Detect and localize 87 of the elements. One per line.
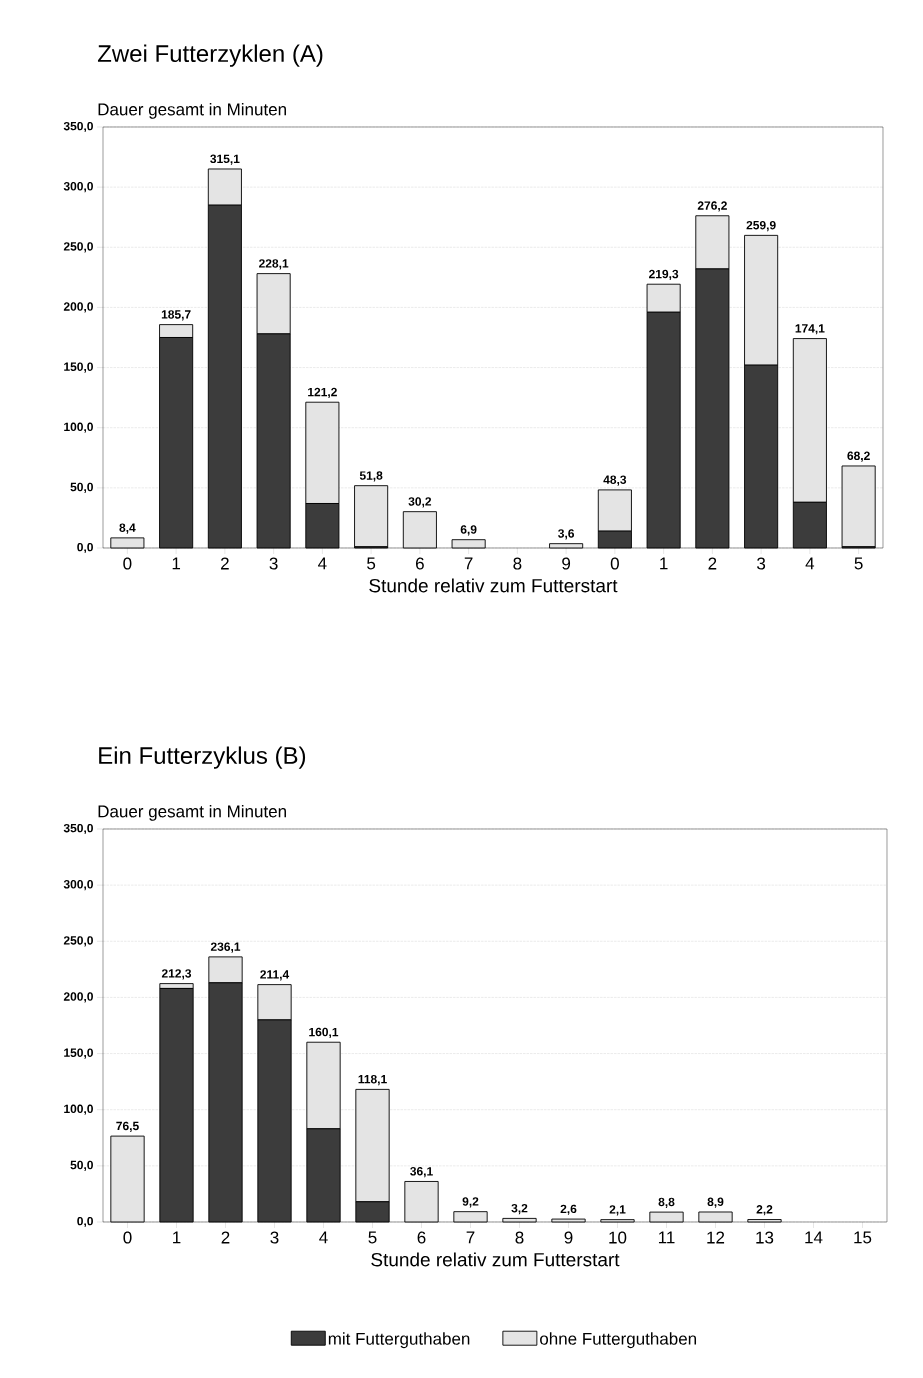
total-label: 276,2 [697, 201, 727, 212]
x-tick-label: 10 [609, 1231, 627, 1244]
x-tick-label: 1 [660, 557, 668, 570]
total-label: 236,1 [210, 942, 241, 953]
x-tick-label: 4 [318, 557, 327, 570]
x-tick-label: 9 [562, 557, 571, 570]
total-label: 8,4 [119, 523, 136, 534]
y-tick-label: 100,0 [64, 422, 93, 433]
total-label: 185,7 [161, 310, 191, 321]
x-tick-label: 1 [173, 1231, 181, 1244]
y-tick-label: 150,0 [64, 362, 93, 373]
total-label: 8,8 [658, 1197, 675, 1208]
y-tick-label: 150,0 [64, 1048, 93, 1059]
total-label: 2,2 [756, 1205, 773, 1216]
total-label: 68,2 [847, 451, 870, 462]
y-tick-label: 0,0 [77, 1216, 93, 1228]
x-tick-label: 1 [172, 557, 181, 570]
bar [354, 485, 389, 548]
x-tick-label: 5 [368, 1231, 377, 1244]
bar [841, 465, 876, 548]
total-label: 3,6 [558, 529, 575, 540]
y-tick-label: 350,0 [63, 823, 93, 835]
total-label: 228,1 [259, 259, 289, 270]
x-tick-label: 3 [269, 557, 278, 570]
x-tick-label: 5 [367, 557, 376, 570]
x-tick-label: 0 [123, 557, 132, 570]
total-label: 259,9 [746, 220, 776, 232]
x-tick-label: 4 [319, 1231, 328, 1244]
total-label: 2,1 [609, 1205, 626, 1216]
x-axis-title: Stunde relativ zum Futterstart [369, 578, 618, 593]
y-tick-label: 300,0 [63, 182, 93, 193]
x-tick-label: 13 [756, 1231, 774, 1244]
x-tick-label: 6 [417, 1231, 426, 1244]
y-axis-title: Dauer gesamt in Minuten [98, 102, 286, 119]
y-tick-label: 200,0 [63, 992, 93, 1003]
x-tick-label: 2 [221, 557, 229, 570]
x-tick-label: 12 [707, 1231, 725, 1244]
total-label: 174,1 [795, 324, 825, 335]
total-label: 36,1 [410, 1167, 433, 1178]
total-label: 315,1 [210, 154, 240, 165]
x-tick-label: 14 [805, 1231, 823, 1244]
total-label: 2,6 [560, 1204, 577, 1215]
total-label: 6,9 [460, 525, 477, 536]
legend-label: mit Futterguthaben [328, 1332, 470, 1349]
x-tick-label: 8 [513, 557, 522, 570]
x-tick-label: 4 [805, 557, 815, 570]
x-tick-label: 9 [564, 1231, 573, 1244]
x-tick-label: 2 [221, 1231, 230, 1244]
x-tick-label: 7 [466, 1231, 475, 1244]
x-tick-label: 6 [416, 557, 424, 570]
total-label: 48,3 [603, 475, 627, 486]
y-tick-label: 200,0 [63, 302, 93, 313]
x-tick-label: 5 [854, 557, 863, 570]
total-label: 121,2 [308, 387, 337, 398]
total-label: 219,3 [649, 269, 679, 280]
total-label: 118,1 [358, 1074, 387, 1086]
legend-label: ohne Futterguthaben [540, 1332, 697, 1349]
y-tick-label: 350,0 [63, 121, 93, 133]
y-tick-label: 300,0 [63, 880, 93, 891]
y-axis-title: Dauer gesamt in Minuten [98, 804, 286, 821]
x-tick-label: 7 [464, 557, 473, 570]
y-tick-label: 250,0 [63, 242, 93, 253]
total-label: 3,2 [511, 1203, 528, 1215]
x-tick-label: 2 [708, 557, 717, 570]
y-tick-label: 100,0 [64, 1104, 93, 1115]
x-tick-label: 0 [123, 1231, 132, 1244]
chart-title: Zwei Futterzyklen (A) [97, 44, 323, 67]
total-label: 212,3 [161, 969, 192, 980]
y-tick-label: 250,0 [63, 936, 93, 947]
x-tick-label: 11 [658, 1231, 675, 1244]
x-tick-label: 3 [757, 557, 766, 570]
total-label: 9,2 [462, 1197, 479, 1208]
total-label: 51,8 [359, 471, 383, 482]
total-label: 211,4 [260, 970, 290, 981]
total-label: 160,1 [309, 1027, 339, 1039]
total-label: 8,9 [707, 1197, 724, 1208]
y-tick-label: 50,0 [70, 1160, 93, 1171]
x-axis-title: Stunde relativ zum Futterstart [371, 1252, 620, 1267]
x-tick-label: 3 [270, 1231, 279, 1244]
chart-title: Ein Futterzyklus (B) [99, 746, 306, 769]
total-label: 30,2 [408, 497, 432, 508]
x-tick-label: 15 [854, 1231, 872, 1244]
x-tick-label: 0 [610, 557, 619, 570]
y-tick-label: 0,0 [77, 542, 93, 554]
y-tick-label: 50,0 [70, 482, 93, 493]
total-label: 76,5 [116, 1121, 139, 1132]
x-tick-label: 8 [515, 1231, 524, 1244]
